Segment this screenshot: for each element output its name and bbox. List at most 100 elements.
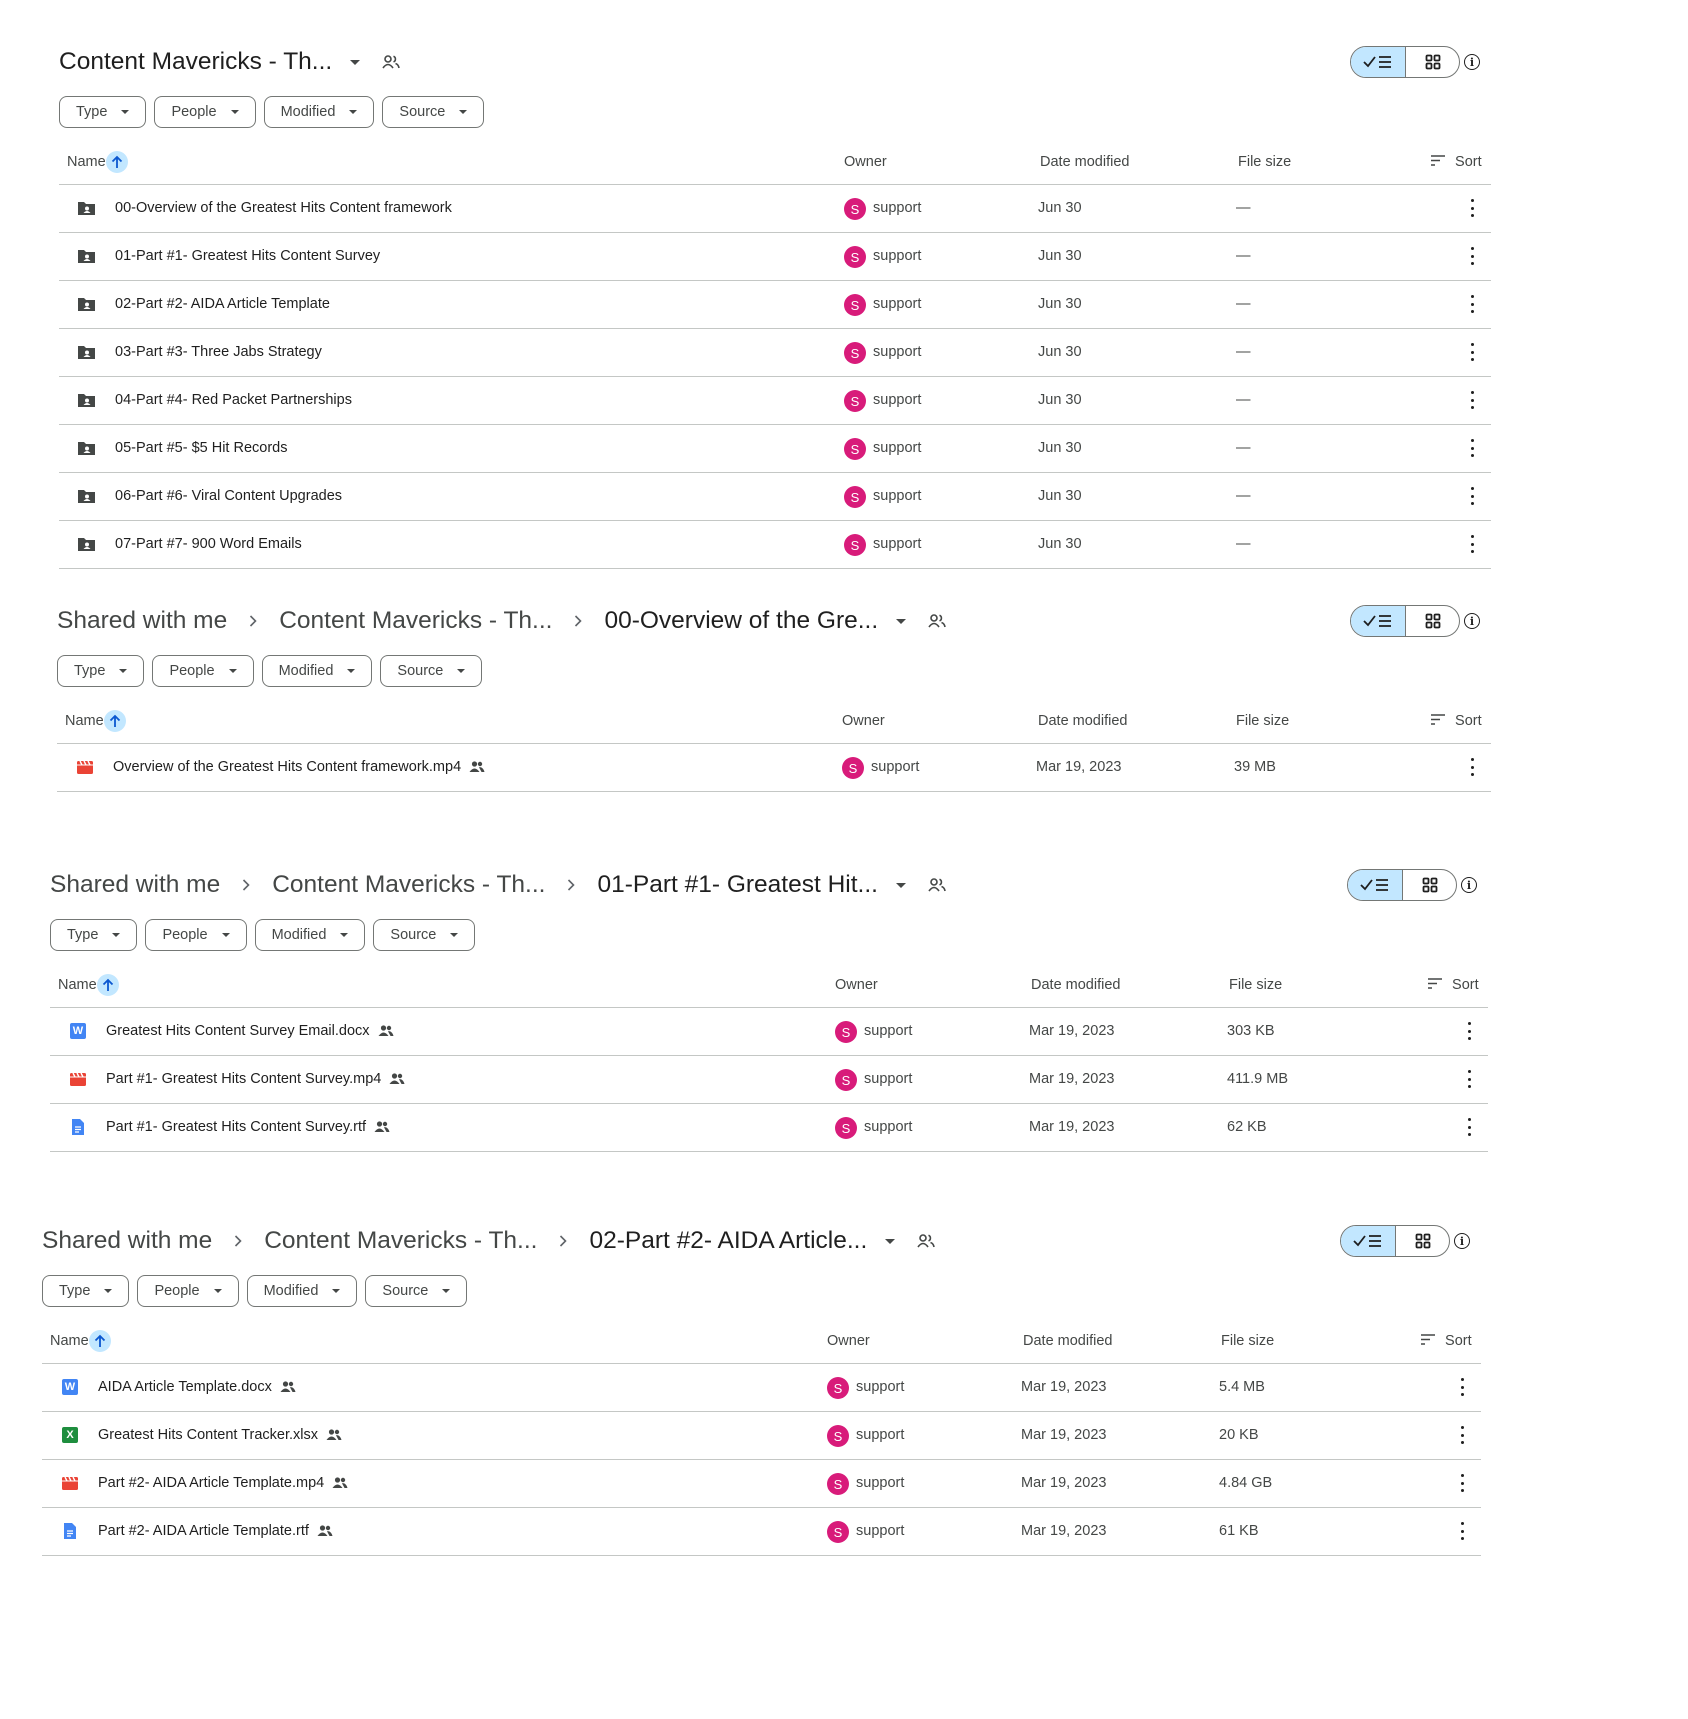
file-row[interactable]: 01-Part #1- Greatest Hits Content Survey… [59, 232, 1491, 280]
current-folder-title[interactable]: Content Mavericks - Th... [59, 48, 333, 75]
more-actions-icon[interactable] [1467, 1022, 1471, 1040]
more-actions-icon[interactable] [1460, 1522, 1464, 1540]
filter-chip-modified[interactable]: Modified [246, 1275, 358, 1307]
file-size-column-header[interactable]: File size [1221, 1333, 1275, 1349]
more-actions-icon[interactable] [1460, 1474, 1464, 1492]
file-name[interactable]: Part #1- Greatest Hits Content Survey.rt… [106, 1119, 390, 1135]
file-name[interactable]: Overview of the Greatest Hits Content fr… [113, 759, 485, 775]
more-actions-icon[interactable] [1460, 1378, 1464, 1396]
info-icon[interactable]: i [1454, 1233, 1470, 1249]
filter-chip-modified[interactable]: Modified [263, 96, 375, 128]
more-actions-icon[interactable] [1470, 343, 1474, 361]
file-size-column-header[interactable]: File size [1238, 154, 1292, 170]
current-folder-title[interactable]: 00-Overview of the Gre... [604, 607, 879, 634]
filter-chip-people[interactable]: People [145, 919, 247, 951]
file-row[interactable]: W Greatest Hits Content Survey Email.docx… [50, 1007, 1488, 1055]
more-actions-icon[interactable] [1467, 1070, 1471, 1088]
file-name[interactable]: 04-Part #4- Red Packet Partnerships [115, 392, 352, 408]
current-folder-title[interactable]: 02-Part #2- AIDA Article... [589, 1227, 868, 1254]
filter-chip-type[interactable]: Type [42, 1275, 130, 1307]
current-folder-title[interactable]: 01-Part #1- Greatest Hit... [597, 871, 878, 898]
filter-chip-type[interactable]: Type [57, 655, 145, 687]
info-icon[interactable]: i [1461, 877, 1477, 893]
more-actions-icon[interactable] [1467, 1118, 1471, 1136]
more-actions-icon[interactable] [1470, 535, 1474, 553]
filter-chip-people[interactable]: People [152, 655, 254, 687]
breadcrumb-item[interactable]: Shared with me [57, 607, 228, 634]
file-name[interactable]: 03-Part #3- Three Jabs Strategy [115, 344, 322, 360]
file-row[interactable]: Part #1- Greatest Hits Content Survey.mp… [50, 1055, 1488, 1103]
date-modified-column-header[interactable]: Date modified [1023, 1333, 1113, 1349]
sort-button[interactable]: Sort [1431, 154, 1482, 170]
date-modified-column-header[interactable]: Date modified [1031, 977, 1121, 993]
grid-view-button[interactable] [1406, 606, 1459, 636]
more-actions-icon[interactable] [1460, 1426, 1464, 1444]
file-name[interactable]: 06-Part #6- Viral Content Upgrades [115, 488, 342, 504]
grid-view-button[interactable] [1406, 47, 1459, 77]
filter-chip-type[interactable]: Type [59, 96, 147, 128]
filter-chip-source[interactable]: Source [365, 1275, 468, 1307]
filter-chip-source[interactable]: Source [382, 96, 485, 128]
filter-chip-people[interactable]: People [137, 1275, 239, 1307]
sort-button[interactable]: Sort [1421, 1333, 1472, 1349]
file-name[interactable]: Greatest Hits Content Tracker.xlsx [98, 1427, 342, 1443]
list-view-button[interactable] [1348, 870, 1403, 900]
list-view-button[interactable] [1351, 47, 1406, 77]
more-actions-icon[interactable] [1470, 391, 1474, 409]
sort-ascending-icon[interactable] [104, 710, 126, 732]
file-size-column-header[interactable]: File size [1236, 713, 1290, 729]
sort-ascending-icon[interactable] [106, 151, 128, 173]
info-icon[interactable]: i [1464, 54, 1480, 70]
file-row[interactable]: Overview of the Greatest Hits Content fr… [57, 743, 1491, 792]
filter-chip-modified[interactable]: Modified [254, 919, 366, 951]
file-name[interactable]: 01-Part #1- Greatest Hits Content Survey [115, 248, 380, 264]
grid-view-button[interactable] [1403, 870, 1456, 900]
more-actions-icon[interactable] [1470, 487, 1474, 505]
sort-button[interactable]: Sort [1431, 713, 1482, 729]
folder-menu-dropdown-icon[interactable] [895, 882, 906, 888]
list-view-button[interactable] [1341, 1226, 1396, 1256]
list-view-button[interactable] [1351, 606, 1406, 636]
breadcrumb-item[interactable]: Shared with me [50, 871, 221, 898]
sort-ascending-icon[interactable] [97, 974, 119, 996]
filter-chip-people[interactable]: People [154, 96, 256, 128]
file-row[interactable]: Part #1- Greatest Hits Content Survey.rt… [50, 1103, 1488, 1152]
name-column-header[interactable]: Name [58, 977, 97, 993]
sort-ascending-icon[interactable] [89, 1330, 111, 1352]
more-actions-icon[interactable] [1470, 295, 1474, 313]
more-actions-icon[interactable] [1470, 439, 1474, 457]
file-name[interactable]: Part #2- AIDA Article Template.rtf [98, 1523, 333, 1539]
name-column-header[interactable]: Name [50, 1333, 89, 1349]
file-name[interactable]: Part #2- AIDA Article Template.mp4 [98, 1475, 348, 1491]
sort-button[interactable]: Sort [1428, 977, 1479, 993]
name-column-header[interactable]: Name [67, 154, 106, 170]
grid-view-button[interactable] [1396, 1226, 1449, 1256]
breadcrumb-item[interactable]: Content Mavericks - Th... [272, 871, 546, 898]
file-row[interactable]: 00-Overview of the Greatest Hits Content… [59, 184, 1491, 232]
file-name[interactable]: 07-Part #7- 900 Word Emails [115, 536, 302, 552]
filter-chip-source[interactable]: Source [373, 919, 476, 951]
more-actions-icon[interactable] [1470, 199, 1474, 217]
file-name[interactable]: 05-Part #5- $5 Hit Records [115, 440, 287, 456]
file-name[interactable]: 02-Part #2- AIDA Article Template [115, 296, 330, 312]
date-modified-column-header[interactable]: Date modified [1040, 154, 1130, 170]
file-name[interactable]: 00-Overview of the Greatest Hits Content… [115, 200, 452, 216]
more-actions-icon[interactable] [1470, 247, 1474, 265]
file-name[interactable]: AIDA Article Template.docx [98, 1379, 296, 1395]
name-column-header[interactable]: Name [65, 713, 104, 729]
breadcrumb-item[interactable]: Shared with me [42, 1227, 213, 1254]
folder-menu-dropdown-icon[interactable] [350, 59, 361, 65]
breadcrumb-item[interactable]: Content Mavericks - Th... [279, 607, 553, 634]
file-name[interactable]: Part #1- Greatest Hits Content Survey.mp… [106, 1071, 405, 1087]
filter-chip-modified[interactable]: Modified [261, 655, 373, 687]
filter-chip-source[interactable]: Source [380, 655, 483, 687]
more-actions-icon[interactable] [1470, 758, 1474, 776]
